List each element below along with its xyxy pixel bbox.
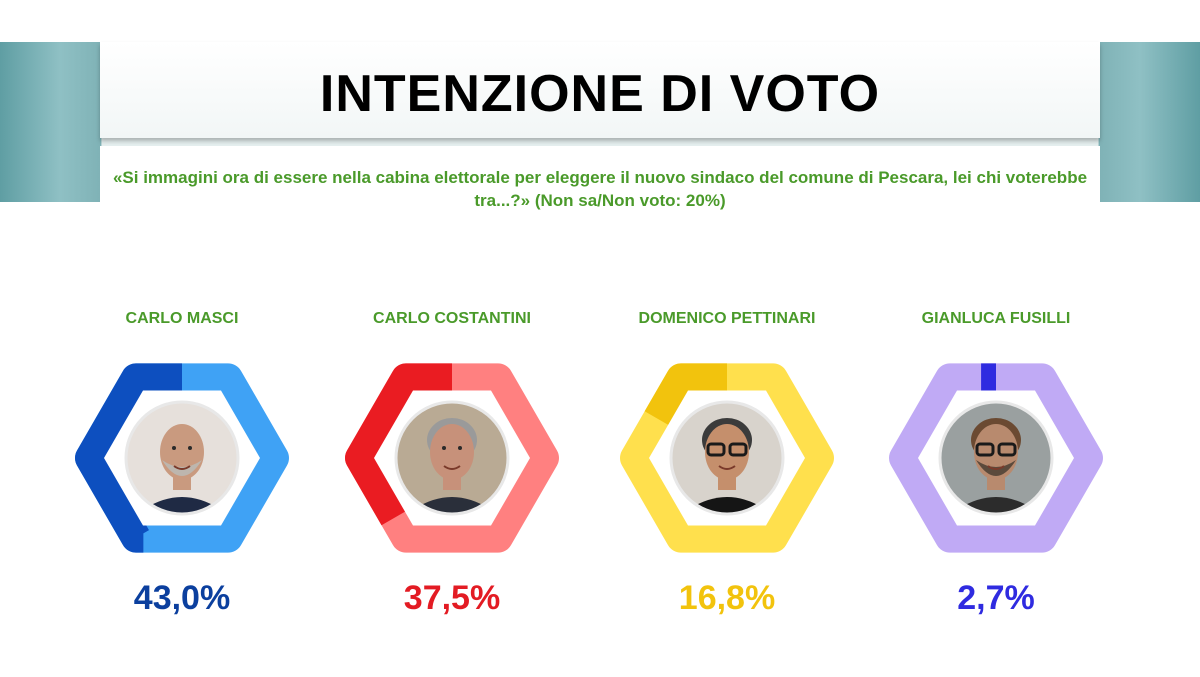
candidate-card-masci: CARLO MASCI 43,0% bbox=[52, 300, 312, 640]
question-panel: «Si immagini ora di essere nella cabina … bbox=[100, 146, 1100, 216]
man-with-glasses-portrait-icon bbox=[669, 400, 785, 516]
page-title: INTENZIONE DI VOTO bbox=[319, 65, 881, 123]
candidate-card-pettinari: DOMENICO PETTINARI 16,8% bbox=[597, 300, 857, 640]
vote-percentage: 16,8% bbox=[678, 579, 776, 617]
candidate-name: CARLO COSTANTINI bbox=[373, 310, 531, 327]
vote-share-ring bbox=[75, 363, 289, 553]
vote-percentage: 2,7% bbox=[957, 579, 1035, 617]
candidate-card-costantini: CARLO COSTANTINI 37,5% bbox=[322, 300, 582, 640]
vote-percentage: 37,5% bbox=[403, 579, 501, 617]
survey-question: «Si immagini ora di essere nella cabina … bbox=[112, 168, 1088, 210]
vote-share-ring bbox=[889, 363, 1103, 553]
gray-haired-man-portrait-icon bbox=[394, 400, 510, 516]
ring-progress bbox=[620, 363, 834, 553]
candidate-name: GIANLUCA FUSILLI bbox=[921, 310, 1071, 327]
vote-percentage: 43,0% bbox=[133, 579, 231, 617]
ring-progress bbox=[75, 363, 289, 553]
ring-progress bbox=[345, 363, 559, 553]
vote-share-ring bbox=[620, 363, 834, 553]
candidate-name: DOMENICO PETTINARI bbox=[638, 310, 816, 327]
title-panel: INTENZIONE DI VOTO bbox=[100, 42, 1100, 138]
candidate-card-fusilli: GIANLUCA FUSILLI 2,7% bbox=[866, 300, 1126, 640]
bearded-man-portrait-icon bbox=[938, 400, 1054, 516]
candidate-name: CARLO MASCI bbox=[125, 310, 239, 327]
ring-track bbox=[889, 363, 1103, 553]
vote-share-ring bbox=[345, 363, 559, 553]
